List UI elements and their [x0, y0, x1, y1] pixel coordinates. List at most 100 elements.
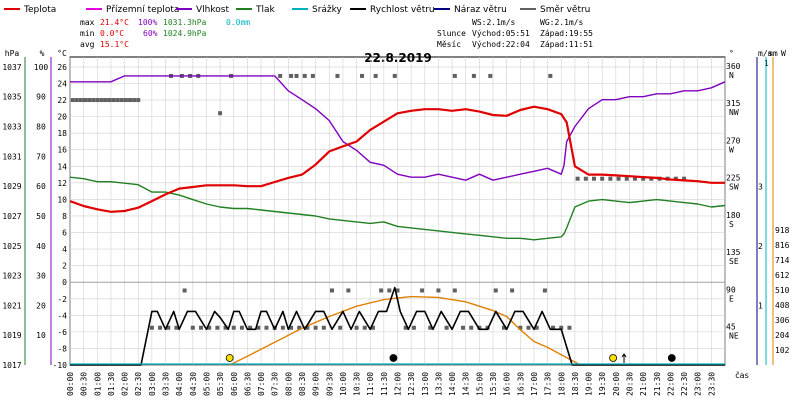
wind-direction-point [123, 98, 128, 103]
moon-marker [667, 354, 676, 362]
axis-time-tick: 00:30 [80, 372, 89, 396]
wind-direction-point [469, 325, 474, 330]
axis-solar-tick: 204 [775, 331, 790, 340]
wind-direction-point [542, 288, 547, 293]
wind-direction-point [510, 288, 515, 293]
wind-direction-point [338, 325, 343, 330]
temperature-line-layer [69, 105, 725, 213]
axis-wind-direction-label: E [729, 294, 734, 303]
wind-direction-point [471, 73, 476, 78]
legend-label: Náraz větru [454, 5, 507, 15]
axis-temperature-tick: 4 [62, 245, 67, 254]
axis-temperature-tick: -8 [57, 344, 67, 353]
wind-direction-point [488, 73, 493, 78]
wind-direction-point [119, 98, 124, 103]
axis-solar-tick: 306 [775, 316, 790, 325]
wind-direction-point [158, 325, 163, 330]
axis-percent: % 100 90 80 70 60 50 40 30 20 10 [34, 49, 52, 365]
axis-time-tick: 03:00 [148, 372, 157, 396]
axis-time-tick: 03:30 [162, 372, 171, 396]
axis-percent-tick: 40 [36, 242, 46, 251]
axis-hpa: hPa 1037 1035 1033 1031 1029 1027 1025 1023 1021 1… [2, 49, 26, 370]
wind-direction-point [335, 73, 340, 78]
axis-time-tick: 21:00 [639, 372, 648, 396]
wind-direction-point [297, 325, 302, 330]
axis-temperature-title: °C [57, 49, 67, 58]
axis-hpa-title: hPa [5, 49, 20, 58]
wind-direction-point [420, 288, 425, 293]
axis-wind-speed-title: m/s [758, 49, 773, 58]
axis-wind-direction-tick: 45 [726, 323, 736, 332]
axis-percent-tick: 70 [36, 152, 46, 161]
stat-max-label: max [80, 18, 95, 27]
wind-speed-line-layer [70, 286, 725, 366]
axis-wind-direction-label: SE [729, 257, 739, 266]
wind-direction-points [70, 73, 687, 330]
humidity-line-layer [70, 75, 726, 181]
stat-moonset: Západ:11:51 [540, 40, 593, 49]
axis-time-tick: 18:00 [557, 372, 566, 396]
solar-line-layer [229, 295, 581, 366]
axis-percent-tick: 20 [36, 301, 46, 310]
axis-time-tick: 22:00 [666, 372, 675, 396]
stat-max-press: 1031.3hPa [163, 18, 207, 27]
axis-solar-title: W [781, 49, 786, 58]
legend-label: Přízemní teplota [106, 5, 179, 15]
legend: Teplota Přízemní teplota Vlhkost Tlak Srážky… [4, 5, 590, 15]
axis-time-tick: 08:00 [284, 372, 293, 396]
pressure-line [69, 176, 726, 241]
wind-direction-point [78, 98, 83, 103]
wind-direction-point [444, 325, 449, 330]
wind-direction-point [313, 325, 318, 330]
axis-solar-tick: 408 [775, 301, 790, 310]
wind-direction-point [411, 325, 416, 330]
axis-time-tick: 19:30 [598, 372, 607, 396]
wind-direction-point [360, 73, 365, 78]
wind-direction-point [534, 325, 539, 330]
stat-moon-label: Měsíc [437, 40, 461, 49]
axis-solar-tick: 918 [775, 226, 790, 235]
wind-direction-point [248, 325, 253, 330]
wind-speed-line [70, 286, 725, 366]
axis-hpa-tick: 1021 [2, 301, 21, 310]
wind-direction-point [362, 325, 367, 330]
axis-temperature-tick: -4 [57, 311, 67, 320]
wind-direction-point [264, 325, 269, 330]
wind-direction-point [461, 325, 465, 330]
stat-wg: WG:2.1m/s [540, 18, 584, 27]
axis-time-tick: 05:30 [216, 372, 225, 396]
axis-time-tick: 12:30 [407, 372, 416, 396]
axis-hpa-tick: 1019 [2, 331, 21, 340]
axis-time-tick: 15:30 [489, 372, 498, 396]
wind-direction-point [305, 325, 310, 330]
axis-time-title: čas [735, 370, 748, 380]
wind-direction-point [289, 325, 294, 330]
axis-time-tick: 23:30 [707, 372, 716, 396]
axis-rain: mm1 [764, 49, 778, 365]
axis-temperature-tick: 20 [57, 113, 67, 122]
wind-direction-point [174, 325, 179, 330]
axis-time-tick: 19:00 [585, 372, 594, 396]
axis-time-tick: 11:00 [366, 372, 375, 396]
stat-ws: WS:2.1m/s [472, 18, 516, 27]
wind-direction-point [673, 176, 678, 181]
axis-time-tick: 06:00 [230, 372, 239, 396]
wind-direction-point [583, 176, 588, 181]
axis-temperature-tick: 24 [57, 79, 67, 88]
axis-time: 00:00 00:30 01:00 01:30 02:00 02:30 03:00 03:30… [66, 370, 749, 396]
axis-wind-direction-label: SW [729, 183, 739, 192]
wind-direction-point [74, 98, 79, 103]
axis-wind-speed-tick: 1 [758, 302, 763, 311]
axis-time-tick: 14:00 [448, 372, 457, 396]
axis-time-tick: 13:00 [421, 372, 430, 396]
axis-percent-tick: 90 [36, 93, 46, 102]
axis-hpa-tick: 1029 [2, 182, 21, 191]
wind-direction-point [111, 98, 116, 103]
sun-marker [609, 354, 618, 362]
legend-label: Teplota [23, 5, 56, 15]
axis-wind-direction-tick: 315 [726, 99, 741, 108]
axis-time-tick: 15:00 [475, 372, 484, 396]
wind-direction-point [182, 288, 187, 293]
axis-time-tick: 14:30 [462, 372, 471, 396]
